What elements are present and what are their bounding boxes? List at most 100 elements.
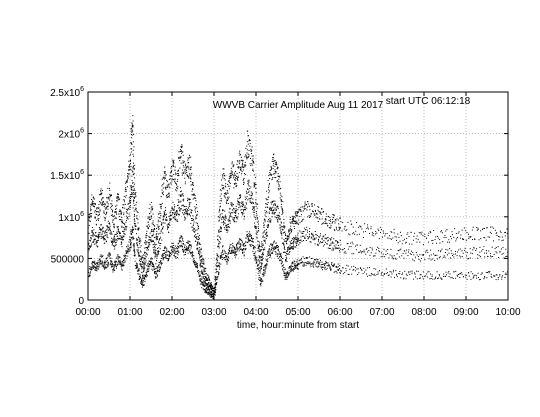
data-point bbox=[408, 235, 410, 237]
data-point bbox=[211, 288, 213, 290]
data-point bbox=[300, 236, 302, 238]
data-point bbox=[170, 171, 172, 173]
data-point bbox=[121, 216, 123, 218]
data-point bbox=[352, 269, 354, 271]
data-point bbox=[193, 229, 195, 231]
data-point bbox=[237, 176, 239, 178]
data-point bbox=[275, 242, 277, 244]
data-point bbox=[152, 264, 154, 266]
data-point bbox=[275, 208, 277, 210]
data-point bbox=[280, 206, 282, 208]
data-point bbox=[222, 217, 224, 219]
data-point bbox=[127, 245, 129, 247]
data-point bbox=[383, 248, 385, 250]
data-point bbox=[444, 275, 446, 277]
data-point bbox=[486, 227, 488, 228]
data-point bbox=[308, 205, 310, 207]
data-point bbox=[276, 180, 278, 182]
data-point bbox=[232, 164, 234, 166]
data-point bbox=[97, 268, 99, 270]
data-point bbox=[290, 231, 292, 233]
data-point bbox=[228, 217, 230, 219]
data-point bbox=[188, 199, 190, 201]
data-point bbox=[308, 262, 310, 264]
data-point bbox=[136, 263, 138, 265]
data-point bbox=[276, 168, 278, 170]
data-point bbox=[285, 259, 287, 261]
data-point bbox=[293, 220, 295, 222]
data-point bbox=[133, 202, 135, 204]
data-point bbox=[266, 206, 268, 208]
data-point bbox=[153, 272, 155, 274]
data-point bbox=[168, 192, 170, 194]
data-point bbox=[214, 290, 216, 292]
data-point bbox=[229, 246, 231, 248]
data-point bbox=[431, 258, 433, 260]
data-point bbox=[422, 271, 424, 273]
data-point bbox=[274, 247, 276, 249]
data-point bbox=[215, 272, 217, 274]
data-point bbox=[333, 265, 335, 267]
data-point bbox=[113, 245, 115, 247]
data-point bbox=[420, 274, 422, 276]
data-point bbox=[337, 244, 339, 246]
data-point bbox=[294, 264, 296, 266]
data-point bbox=[190, 174, 192, 176]
data-point bbox=[115, 233, 117, 235]
data-point bbox=[90, 209, 92, 211]
data-point bbox=[300, 214, 302, 216]
data-point bbox=[310, 266, 312, 268]
data-point bbox=[305, 257, 307, 259]
data-point bbox=[102, 200, 104, 202]
data-point bbox=[236, 179, 238, 181]
data-point bbox=[275, 217, 277, 219]
data-point bbox=[257, 240, 259, 242]
data-point bbox=[108, 263, 110, 265]
data-point bbox=[140, 265, 142, 267]
data-point bbox=[385, 250, 387, 252]
data-point bbox=[239, 195, 241, 197]
data-point bbox=[172, 247, 174, 249]
data-point bbox=[265, 265, 267, 267]
data-point bbox=[115, 267, 117, 269]
data-point bbox=[292, 249, 294, 251]
data-point bbox=[146, 249, 148, 251]
data-point bbox=[232, 251, 234, 253]
data-point bbox=[276, 163, 278, 165]
data-point bbox=[211, 294, 213, 296]
data-point bbox=[215, 269, 217, 271]
data-point bbox=[266, 225, 268, 227]
data-point bbox=[504, 232, 506, 234]
data-point bbox=[133, 213, 135, 215]
data-point bbox=[166, 224, 168, 226]
data-point bbox=[296, 244, 298, 246]
data-point bbox=[190, 181, 192, 183]
data-point bbox=[241, 162, 243, 164]
data-point bbox=[96, 268, 98, 270]
data-point bbox=[220, 252, 222, 254]
data-point bbox=[304, 261, 306, 263]
data-point bbox=[103, 232, 105, 234]
data-point bbox=[273, 210, 275, 212]
data-point bbox=[293, 268, 295, 270]
data-point bbox=[292, 269, 294, 271]
data-point bbox=[247, 235, 249, 237]
data-point bbox=[188, 158, 190, 160]
data-point bbox=[194, 207, 196, 209]
data-point bbox=[306, 262, 308, 264]
data-point bbox=[114, 212, 116, 214]
data-point bbox=[235, 249, 237, 251]
data-point bbox=[298, 264, 300, 266]
data-point bbox=[314, 204, 316, 206]
data-point bbox=[341, 249, 343, 251]
data-point bbox=[144, 263, 146, 265]
data-point bbox=[249, 187, 251, 189]
data-point bbox=[187, 162, 189, 164]
data-point bbox=[118, 199, 120, 201]
data-point bbox=[475, 275, 477, 277]
data-point bbox=[175, 257, 177, 259]
data-point bbox=[91, 194, 93, 196]
data-point bbox=[217, 271, 219, 273]
data-point bbox=[230, 174, 232, 176]
data-point bbox=[248, 194, 250, 196]
